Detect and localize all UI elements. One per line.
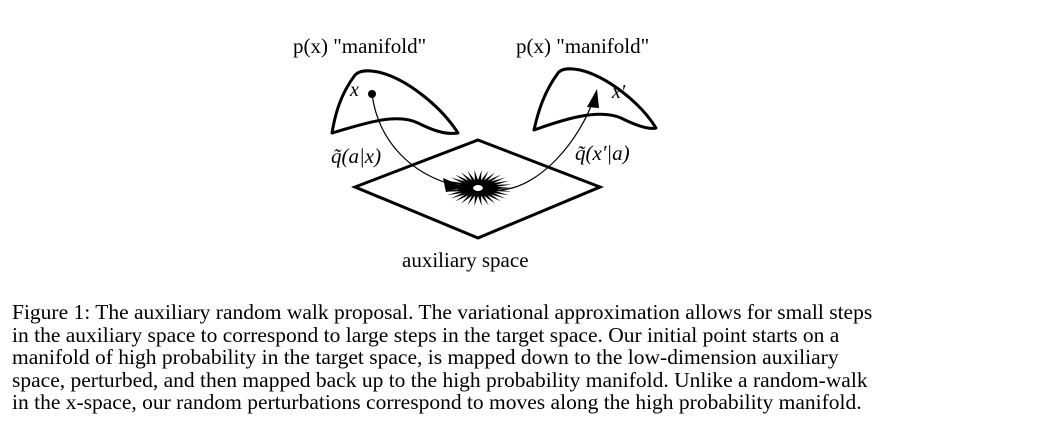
- caption-line: Figure 1: The auxiliary random walk prop…: [12, 300, 873, 324]
- right-manifold-label: p(x) "manifold": [516, 36, 649, 57]
- auxiliary-space-diamond: [350, 138, 605, 240]
- right-manifold-label-text: p(x) "manifold": [516, 34, 650, 58]
- right-mapping-arrowhead: [587, 89, 599, 108]
- left-manifold-label-text: p(x) "manifold": [293, 34, 427, 58]
- left-point-label: x: [350, 79, 359, 101]
- starburst-arrowhead: [450, 177, 476, 188]
- caption-line: in the auxiliary space to correspond to …: [12, 322, 840, 347]
- starburst-arrowhead: [482, 184, 512, 190]
- starburst-arrowhead: [480, 188, 506, 199]
- starburst-arrowhead: [477, 170, 489, 186]
- right-point-label: x′: [612, 81, 626, 103]
- left-mapping-curve: [371, 93, 459, 187]
- figure: p(x) "manifold" p(x) "manifold" x x′ q̃(…: [293, 36, 658, 272]
- left-manifold-shape: [330, 69, 460, 135]
- auxiliary-space-label: auxiliary space: [402, 248, 529, 272]
- left-manifold-label: p(x) "manifold": [293, 36, 426, 57]
- figure-diagram: [330, 67, 658, 240]
- caption-line: manifold of high probability in the targ…: [12, 345, 839, 370]
- left-map-label: q̃(a|x): [331, 144, 382, 168]
- right-manifold-shape: [532, 67, 658, 132]
- start-point: [368, 90, 376, 98]
- right-map-label: q̃(x′|a): [575, 141, 630, 165]
- right-mapping-curve: [499, 97, 595, 191]
- starburst-arrowhead: [481, 187, 510, 196]
- caption-line: in the x-space, our random perturbations…: [12, 390, 862, 415]
- left-mapping-arrowhead: [443, 178, 464, 192]
- figure-caption: Figure 1: The auxiliary random walk prop…: [12, 301, 962, 414]
- starburst-arrowhead: [467, 190, 479, 206]
- starburst-arrowhead: [479, 188, 501, 202]
- starburst-arrowhead: [455, 174, 477, 188]
- perturbation-starburst: [444, 170, 512, 206]
- caption-line: space, perturbed, and then mapped back u…: [12, 367, 868, 392]
